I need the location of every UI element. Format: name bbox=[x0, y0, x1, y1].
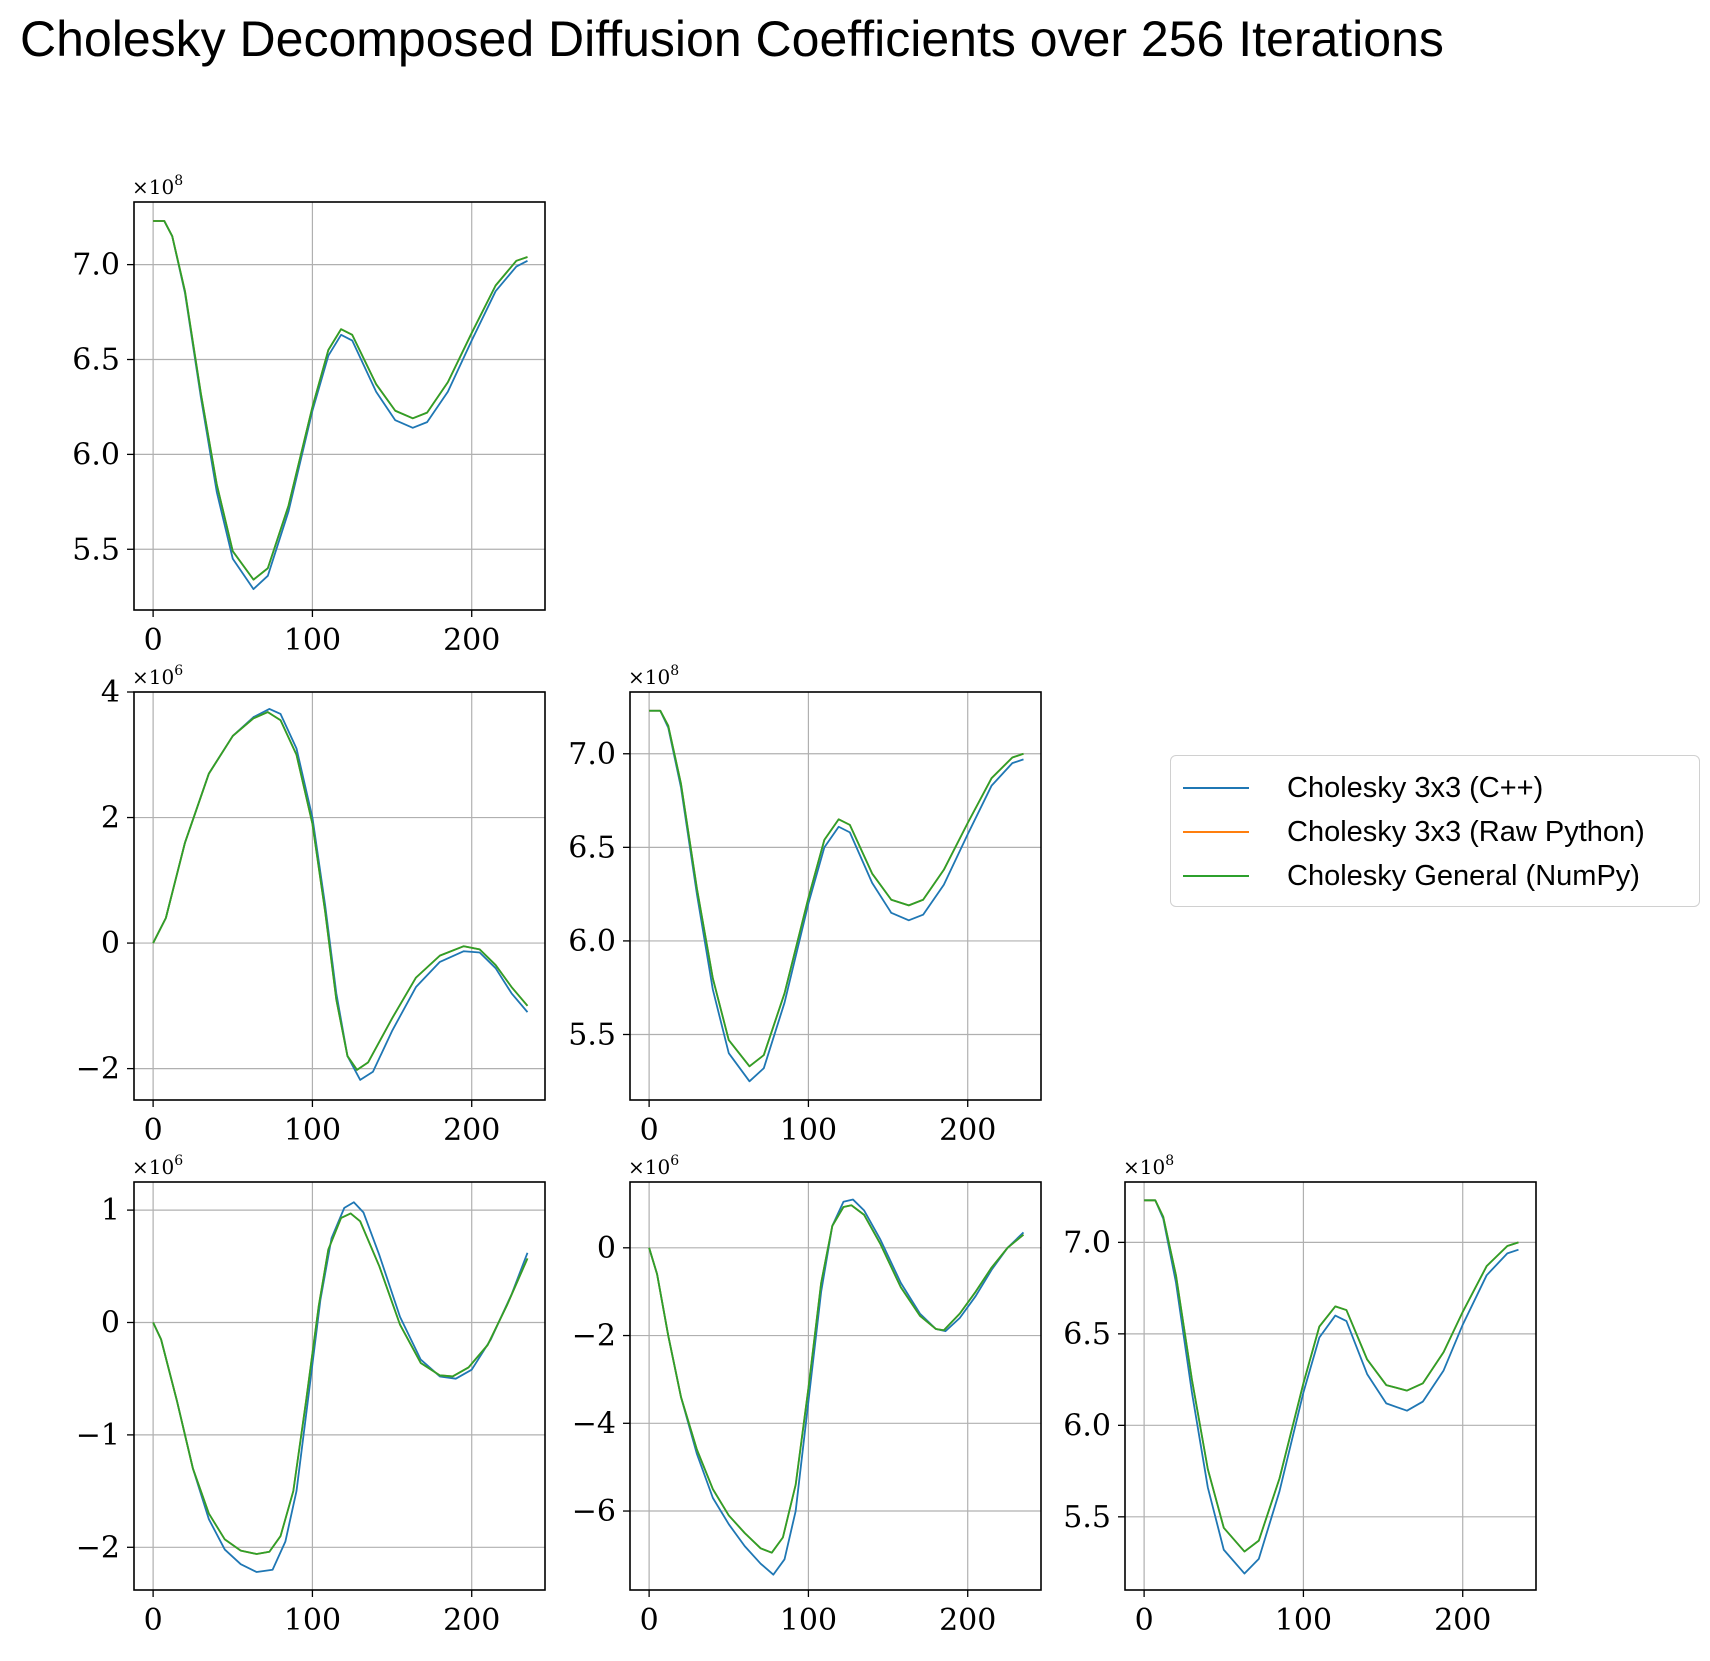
scale-exponent: 6 bbox=[174, 663, 183, 679]
y-tick-label: 0 bbox=[101, 1305, 120, 1340]
x-tick-label: 200 bbox=[939, 1603, 996, 1638]
y-tick-label: 5.5 bbox=[72, 532, 120, 567]
y-tick-label: −4 bbox=[572, 1406, 616, 1441]
axes-frame bbox=[629, 691, 1042, 1101]
scale-base: ×10 bbox=[132, 175, 174, 199]
x-tick-label: 100 bbox=[780, 1603, 837, 1638]
x-tick-label: 0 bbox=[640, 1113, 659, 1148]
series-line-cholesky-general-numpy bbox=[153, 220, 528, 581]
y-tick-label: 7.0 bbox=[1063, 1225, 1111, 1260]
x-tick-label: 100 bbox=[1275, 1603, 1332, 1638]
scale-base: ×10 bbox=[628, 665, 670, 689]
scale-exponent: 8 bbox=[670, 663, 679, 679]
axes-frame bbox=[133, 1181, 546, 1591]
subplot-1: 0 100 200 5.5 6.0 6.5 7.0 ×108 bbox=[72, 173, 546, 658]
axis-scale-factor: ×106 bbox=[132, 663, 183, 689]
x-tick-label: 100 bbox=[284, 623, 341, 658]
x-tick-label: 100 bbox=[284, 1113, 341, 1148]
y-tick-label: 4 bbox=[101, 675, 120, 710]
legend-swatch-cpp bbox=[1183, 787, 1249, 789]
axes-frame bbox=[1124, 1181, 1537, 1591]
subplot-3: 0 100 200 5.5 6.0 6.5 7.0 ×108 bbox=[568, 663, 1042, 1148]
series-line-cholesky-general-numpy bbox=[152, 1212, 529, 1555]
figure-title: Cholesky Decomposed Diffusion Coefficien… bbox=[20, 11, 1444, 67]
scale-exponent: 6 bbox=[670, 1153, 679, 1169]
axis-scale-factor: ×108 bbox=[132, 173, 183, 199]
series-line-cholesky-general-numpy bbox=[648, 1204, 1025, 1554]
y-tick-label: 5.5 bbox=[568, 1017, 616, 1052]
series-line-cholesky-general-numpy bbox=[649, 709, 1024, 1068]
scale-exponent: 8 bbox=[174, 173, 183, 189]
y-tick-label: 6.5 bbox=[1063, 1317, 1111, 1352]
scale-base: ×10 bbox=[628, 1155, 670, 1179]
axis-scale-factor: ×108 bbox=[1123, 1153, 1174, 1179]
subplot-5: 0 100 200 −6 −4 −2 0 ×106 bbox=[572, 1153, 1042, 1638]
y-tick-label: 6.0 bbox=[568, 924, 616, 959]
y-tick-label: 0 bbox=[101, 926, 120, 961]
x-tick-label: 200 bbox=[939, 1113, 996, 1148]
y-tick-label: −2 bbox=[76, 1530, 120, 1565]
series-line-cholesky-general-numpy bbox=[1144, 1199, 1519, 1553]
y-tick-label: 5.5 bbox=[1063, 1500, 1111, 1535]
x-tick-label: 200 bbox=[1434, 1603, 1491, 1638]
x-tick-label: 100 bbox=[284, 1603, 341, 1638]
legend-label-cpp: Cholesky 3x3 (C++) bbox=[1287, 772, 1544, 804]
subplot-2: 0 100 200 −2 0 2 4 ×106 bbox=[76, 663, 546, 1148]
y-tick-label: −2 bbox=[76, 1052, 120, 1087]
legend-swatch-raw-python bbox=[1183, 831, 1249, 833]
y-tick-label: 7.0 bbox=[72, 248, 120, 283]
y-tick-label: −1 bbox=[76, 1418, 120, 1453]
x-tick-label: 100 bbox=[780, 1113, 837, 1148]
y-tick-label: 1 bbox=[101, 1193, 120, 1228]
legend: Cholesky 3x3 (C++) Cholesky 3x3 (Raw Pyt… bbox=[1170, 755, 1700, 907]
y-tick-label: 0 bbox=[597, 1231, 616, 1266]
series-line-cholesky-general-numpy bbox=[152, 711, 529, 1071]
scale-exponent: 8 bbox=[1165, 1153, 1174, 1169]
scale-base: ×10 bbox=[1123, 1155, 1165, 1179]
x-tick-label: 0 bbox=[144, 1113, 163, 1148]
subplot-4: 0 100 200 −2 −1 0 1 ×106 bbox=[76, 1153, 546, 1638]
x-tick-label: 0 bbox=[144, 623, 163, 658]
scale-base: ×10 bbox=[132, 665, 174, 689]
subplot-6: 0 100 200 5.5 6.0 6.5 7.0 ×108 bbox=[1063, 1153, 1537, 1638]
y-tick-label: 6.5 bbox=[568, 830, 616, 865]
axis-scale-factor: ×106 bbox=[132, 1153, 183, 1179]
scale-exponent: 6 bbox=[174, 1153, 183, 1169]
y-tick-label: −6 bbox=[572, 1494, 616, 1529]
legend-item-cpp: Cholesky 3x3 (C++) bbox=[1183, 768, 1693, 808]
x-tick-label: 200 bbox=[443, 1113, 500, 1148]
x-tick-label: 200 bbox=[443, 623, 500, 658]
y-tick-label: 6.0 bbox=[1063, 1408, 1111, 1443]
y-tick-label: 6.5 bbox=[72, 343, 120, 378]
series-line-cholesky-3x3-c bbox=[152, 1201, 529, 1573]
x-tick-label: 0 bbox=[144, 1603, 163, 1638]
y-tick-label: 2 bbox=[101, 801, 120, 836]
axes-frame bbox=[133, 201, 546, 611]
legend-label-raw-python: Cholesky 3x3 (Raw Python) bbox=[1287, 816, 1645, 848]
series-line-cholesky-3x3-c bbox=[1144, 1199, 1519, 1575]
y-tick-label: 7.0 bbox=[568, 737, 616, 772]
y-tick-label: −2 bbox=[572, 1319, 616, 1354]
x-tick-label: 0 bbox=[1135, 1603, 1154, 1638]
legend-swatch-numpy bbox=[1183, 875, 1249, 877]
y-tick-label: 6.0 bbox=[72, 437, 120, 472]
legend-label-numpy: Cholesky General (NumPy) bbox=[1287, 860, 1640, 892]
axis-scale-factor: ×108 bbox=[628, 663, 679, 689]
axis-scale-factor: ×106 bbox=[628, 1153, 679, 1179]
legend-item-raw-python: Cholesky 3x3 (Raw Python) bbox=[1183, 812, 1693, 852]
legend-item-numpy: Cholesky General (NumPy) bbox=[1183, 856, 1693, 896]
axes-frame bbox=[133, 691, 546, 1101]
scale-base: ×10 bbox=[132, 1155, 174, 1179]
x-tick-label: 0 bbox=[640, 1603, 659, 1638]
axes-frame bbox=[629, 1181, 1042, 1591]
x-tick-label: 200 bbox=[443, 1603, 500, 1638]
